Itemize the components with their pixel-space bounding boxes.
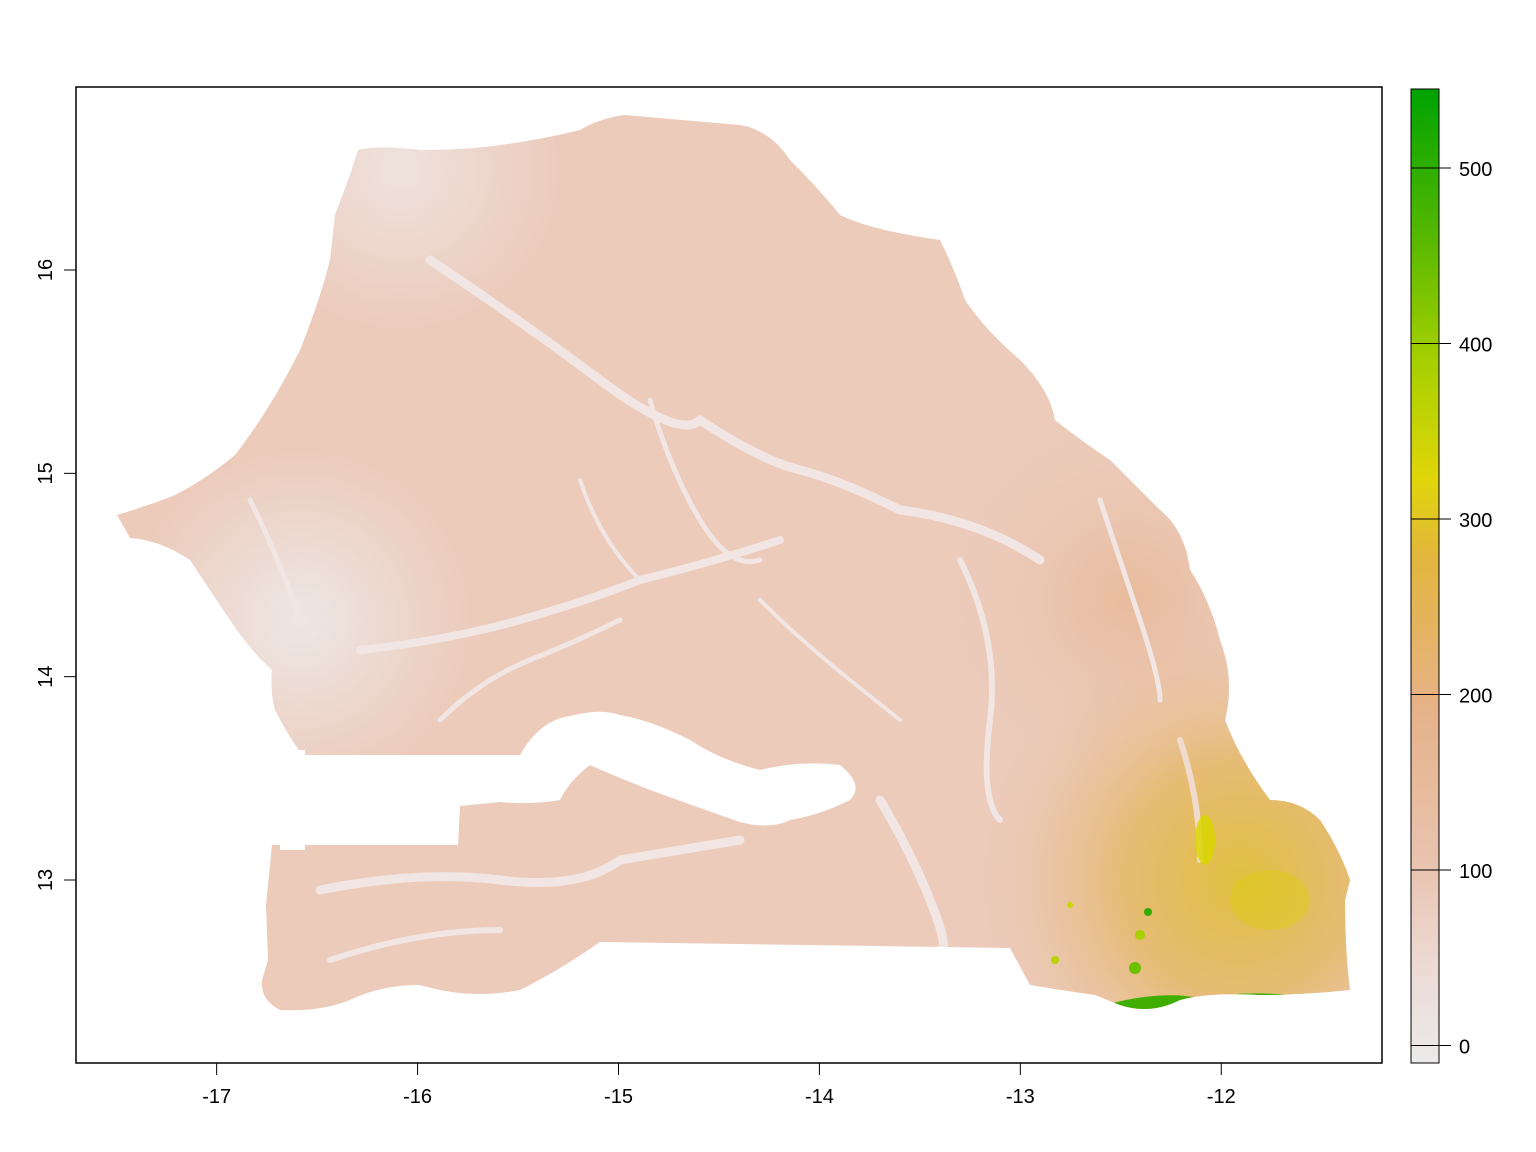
southern-border-mask [560, 942, 1100, 1060]
y-tick-label: 15 [35, 462, 57, 484]
y-axis: 13 14 15 16 [35, 259, 77, 891]
elevation-raster [117, 115, 1350, 1060]
y-tick-label: 16 [35, 259, 57, 281]
legend-color-bar [1411, 89, 1439, 1063]
x-tick-label: -17 [202, 1086, 231, 1108]
x-tick-label: -16 [403, 1086, 432, 1108]
legend-tick-label: 0 [1459, 1036, 1470, 1058]
legend-tick-label: 400 [1459, 334, 1492, 356]
y-tick-label: 13 [35, 869, 57, 891]
gambia-enclave [300, 711, 856, 845]
x-axis: -17 -16 -15 -14 -13 -12 [202, 1062, 1236, 1108]
y-tick-label: 14 [35, 666, 57, 688]
x-tick-label: -13 [1006, 1086, 1035, 1108]
x-tick-label: -12 [1207, 1086, 1236, 1108]
x-tick-label: -15 [604, 1086, 633, 1108]
legend-tick-label: 500 [1459, 159, 1492, 181]
legend-frame [1410, 88, 1440, 1064]
color-legend: 0 100 200 300 400 500 [1410, 88, 1492, 1064]
southeast-highland-shade [117, 115, 1350, 1011]
legend-tick-label: 300 [1459, 510, 1492, 532]
x-tick-label: -14 [805, 1086, 834, 1108]
legend-ticks: 0 100 200 300 400 500 [1411, 159, 1492, 1058]
legend-tick-label: 100 [1459, 861, 1492, 883]
legend-tick-label: 200 [1459, 685, 1492, 707]
coast-gap [280, 750, 305, 850]
